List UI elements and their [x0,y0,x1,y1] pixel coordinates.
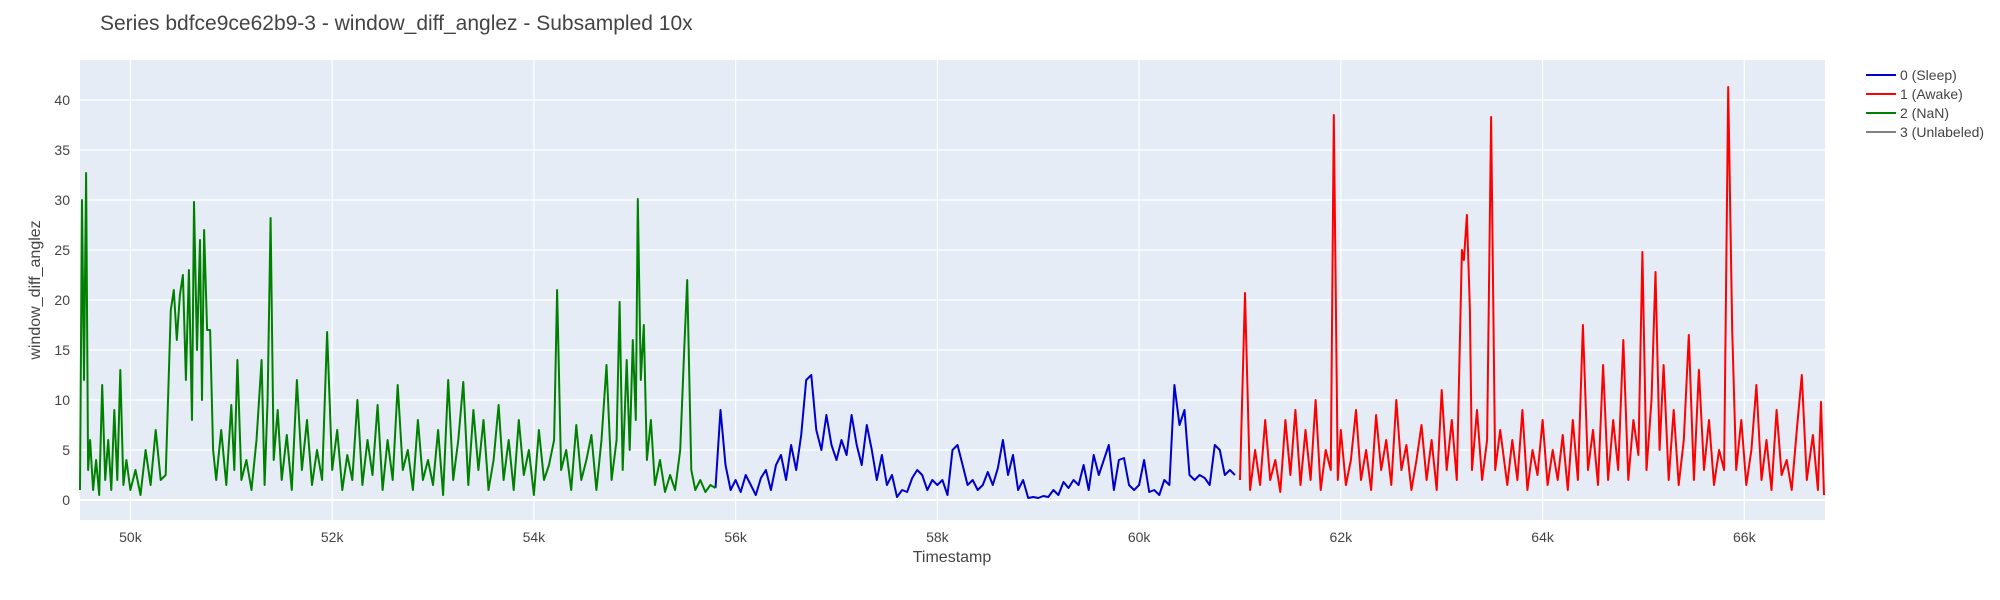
legend-item: 2 (NaN) [1900,105,1949,121]
x-tick-label: 58k [926,529,950,545]
y-tick-label: 25 [54,242,70,258]
y-tick-label: 40 [54,92,70,108]
y-tick-label: 0 [62,492,70,508]
y-tick-label: 10 [54,392,70,408]
x-tick-label: 56k [724,529,748,545]
x-axis-ticks: 50k 52k 54k 56k 58k 60k 62k 64k 66k [119,529,1756,545]
y-tick-label: 35 [54,142,70,158]
y-tick-label: 15 [54,342,70,358]
legend: 0 (Sleep) 1 (Awake) 2 (NaN) 3 (Unlabeled) [1866,67,1984,140]
y-axis-title: window_diff_anglez [27,220,44,360]
series-line [1239,86,1825,496]
chart-title: Series bdfce9ce62b9-3 - window_diff_angl… [100,12,693,35]
series-lines [79,86,1825,499]
legend-item: 0 (Sleep) [1900,67,1957,83]
y-tick-label: 30 [54,192,70,208]
y-tick-label: 20 [54,292,70,308]
x-tick-label: 64k [1531,529,1555,545]
y-axis-ticks: 0 5 10 15 20 25 30 35 40 [54,92,70,508]
x-tick-label: 50k [119,529,143,545]
plot-area [80,60,1825,520]
x-tick-label: 54k [523,529,547,545]
legend-item: 1 (Awake) [1900,86,1963,102]
series-line [714,374,1236,499]
x-tick-label: 52k [321,529,345,545]
x-tick-label: 62k [1330,529,1354,545]
x-tick-label: 60k [1128,529,1152,545]
y-tick-label: 5 [62,442,70,458]
x-axis-title: Timestamp [913,549,992,566]
legend-item: 3 (Unlabeled) [1900,124,1984,140]
x-tick-label: 66k [1733,529,1757,545]
series-line [79,172,717,496]
